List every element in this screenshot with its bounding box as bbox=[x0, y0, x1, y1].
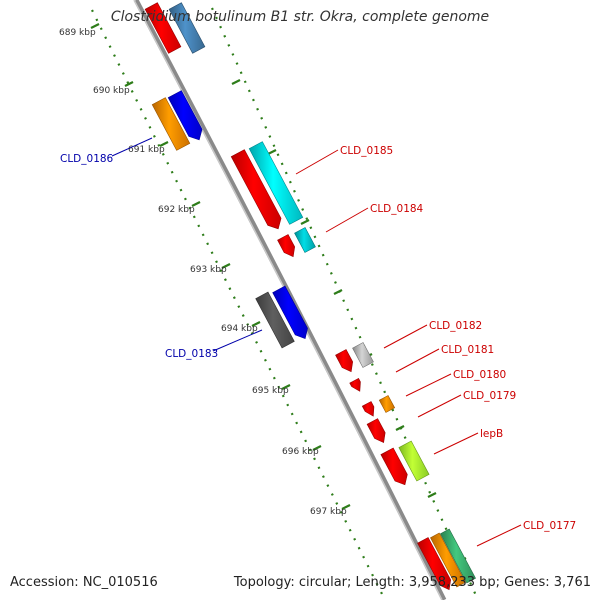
kbp-tick-label: 691 kbp bbox=[128, 145, 165, 155]
gene-label-leader bbox=[405, 373, 452, 397]
kbp-tick-mark-outer bbox=[427, 492, 437, 498]
gene-label-forward[interactable]: CLD_0179 bbox=[463, 390, 516, 402]
gene-feature-forward[interactable] bbox=[248, 141, 304, 225]
gene-feature-forward[interactable] bbox=[230, 149, 282, 230]
accession-label: Accession: NC_010516 bbox=[10, 575, 158, 590]
gene-label-forward[interactable]: CLD_0177 bbox=[523, 520, 576, 532]
gene-feature-reverse[interactable] bbox=[272, 285, 308, 340]
kbp-tick-label: 697 kbp bbox=[310, 507, 347, 517]
gene-label-leader bbox=[212, 329, 263, 352]
gene-label-reverse[interactable]: CLD_0186 bbox=[60, 153, 114, 165]
kbp-tick-label: 692 kbp bbox=[158, 205, 195, 215]
kbp-tick-label: 693 kbp bbox=[190, 265, 227, 275]
kbp-tick-mark bbox=[341, 504, 351, 510]
gene-feature-reverse[interactable] bbox=[151, 97, 191, 151]
gene-label-leader bbox=[325, 207, 369, 233]
map-title: Clostridium botulinum B1 str. Okra, comp… bbox=[110, 9, 490, 25]
gene-label-leader bbox=[383, 324, 428, 349]
gene-feature-forward[interactable] bbox=[417, 537, 451, 591]
genome-summary-label: Topology: circular; Length: 3,958,233 bp… bbox=[233, 575, 591, 590]
gene-label-leader bbox=[417, 394, 462, 418]
kbp-tick-mark bbox=[159, 141, 169, 147]
gene-feature-forward[interactable] bbox=[440, 528, 476, 584]
gene-label-forward[interactable]: CLD_0180 bbox=[453, 369, 506, 381]
kbp-tick-mark bbox=[281, 384, 291, 390]
gene-feature-forward[interactable] bbox=[430, 532, 466, 588]
kbp-tick-label: 695 kbp bbox=[252, 386, 289, 396]
gene-feature-forward[interactable] bbox=[361, 401, 375, 417]
gene-feature-reverse[interactable] bbox=[144, 2, 182, 54]
gene-feature-reverse[interactable] bbox=[167, 90, 203, 141]
kbp-tick-label: 696 kbp bbox=[282, 447, 319, 457]
kbp-tick-mark-outer bbox=[267, 149, 277, 155]
kbp-tick-mark bbox=[251, 321, 261, 327]
kbp-tick-mark bbox=[90, 23, 100, 29]
kbp-tick-mark bbox=[221, 263, 231, 269]
kbp-tick-mark-outer bbox=[231, 79, 241, 85]
gene-feature-forward[interactable] bbox=[352, 342, 374, 368]
gene-feature-forward[interactable] bbox=[398, 440, 430, 482]
gene-feature-forward[interactable] bbox=[277, 234, 296, 258]
gene-label-forward[interactable]: CLD_0181 bbox=[441, 344, 494, 356]
kbp-tick-label: 694 kbp bbox=[221, 324, 258, 334]
gene-label-leader bbox=[476, 524, 522, 547]
gene-label-forward[interactable]: CLD_0185 bbox=[340, 145, 393, 157]
gene-label-leader bbox=[395, 348, 440, 373]
gene-feature-forward[interactable] bbox=[349, 377, 361, 392]
kbp-tick-mark-outer bbox=[300, 219, 310, 225]
gene-feature-reverse[interactable] bbox=[255, 291, 295, 349]
kbp-tick-label: 690 kbp bbox=[93, 86, 130, 96]
inner-tick-ruler bbox=[91, 9, 386, 600]
gene-feature-forward[interactable] bbox=[294, 227, 316, 253]
gene-feature-reverse[interactable] bbox=[168, 2, 206, 54]
gene-label-leader bbox=[433, 432, 479, 455]
gene-label-forward[interactable]: CLD_0184 bbox=[370, 203, 424, 215]
kbp-tick-mark bbox=[191, 201, 201, 207]
gene-feature-forward[interactable] bbox=[366, 418, 386, 444]
kbp-tick-mark-outer bbox=[333, 289, 343, 295]
gene-label-leader bbox=[295, 149, 339, 175]
kbp-tick-mark bbox=[124, 81, 134, 87]
gene-label-forward[interactable]: CLD_0182 bbox=[429, 320, 482, 332]
gene-label-leader bbox=[111, 137, 153, 157]
gene-feature-forward[interactable] bbox=[335, 349, 354, 373]
gene-feature-forward[interactable] bbox=[380, 447, 408, 486]
gene-label-reverse[interactable]: CLD_0183 bbox=[165, 348, 218, 360]
gene-feature-forward[interactable] bbox=[378, 395, 396, 413]
kbp-tick-label: 689 kbp bbox=[59, 28, 96, 38]
gene-label-forward[interactable]: lepB bbox=[480, 428, 503, 440]
kbp-tick-mark-outer bbox=[395, 425, 405, 431]
kbp-tick-mark bbox=[312, 445, 322, 451]
